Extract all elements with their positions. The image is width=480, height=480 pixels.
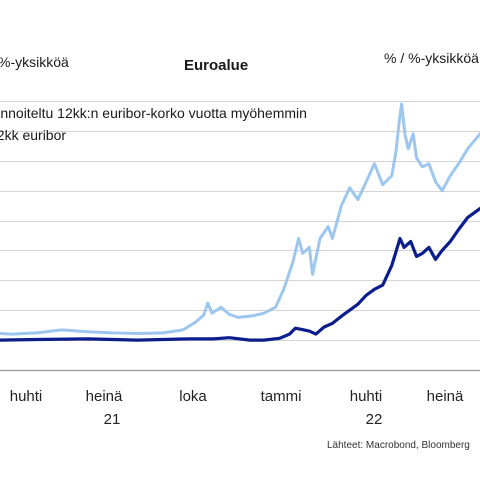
x-tick-label: huhti — [350, 388, 383, 405]
x-tick-label: tammi — [261, 388, 302, 405]
source-note: Lähteet: Macrobond, Bloomberg — [327, 440, 470, 451]
series-line-euribor — [0, 207, 480, 342]
gridlines — [0, 101, 480, 372]
series-layer — [0, 102, 480, 342]
x-axis-years: 21 22 — [104, 411, 383, 428]
x-tick-label: heinä — [86, 388, 123, 405]
x-tick-label: huhti — [10, 388, 43, 405]
unit-label-left: %-yksikköä — [0, 54, 69, 70]
unit-label-right: % / %-yksikköä — [384, 50, 479, 66]
legend-entry-forecast: Ennoiteltu 12kk:n euribor-korko vuotta m… — [0, 105, 307, 121]
chart-title: Euroalue — [184, 57, 248, 74]
legend-entry-euribor: 12kk euribor — [0, 127, 66, 143]
series-line-forecast — [0, 102, 480, 336]
x-axis-ticks: huhti heinä loka tammi huhti heinä — [10, 388, 464, 405]
x-tick-label: heinä — [427, 388, 464, 405]
x-year-label: 21 — [104, 411, 121, 428]
x-year-label: 22 — [366, 411, 383, 428]
x-tick-label: loka — [179, 388, 207, 405]
